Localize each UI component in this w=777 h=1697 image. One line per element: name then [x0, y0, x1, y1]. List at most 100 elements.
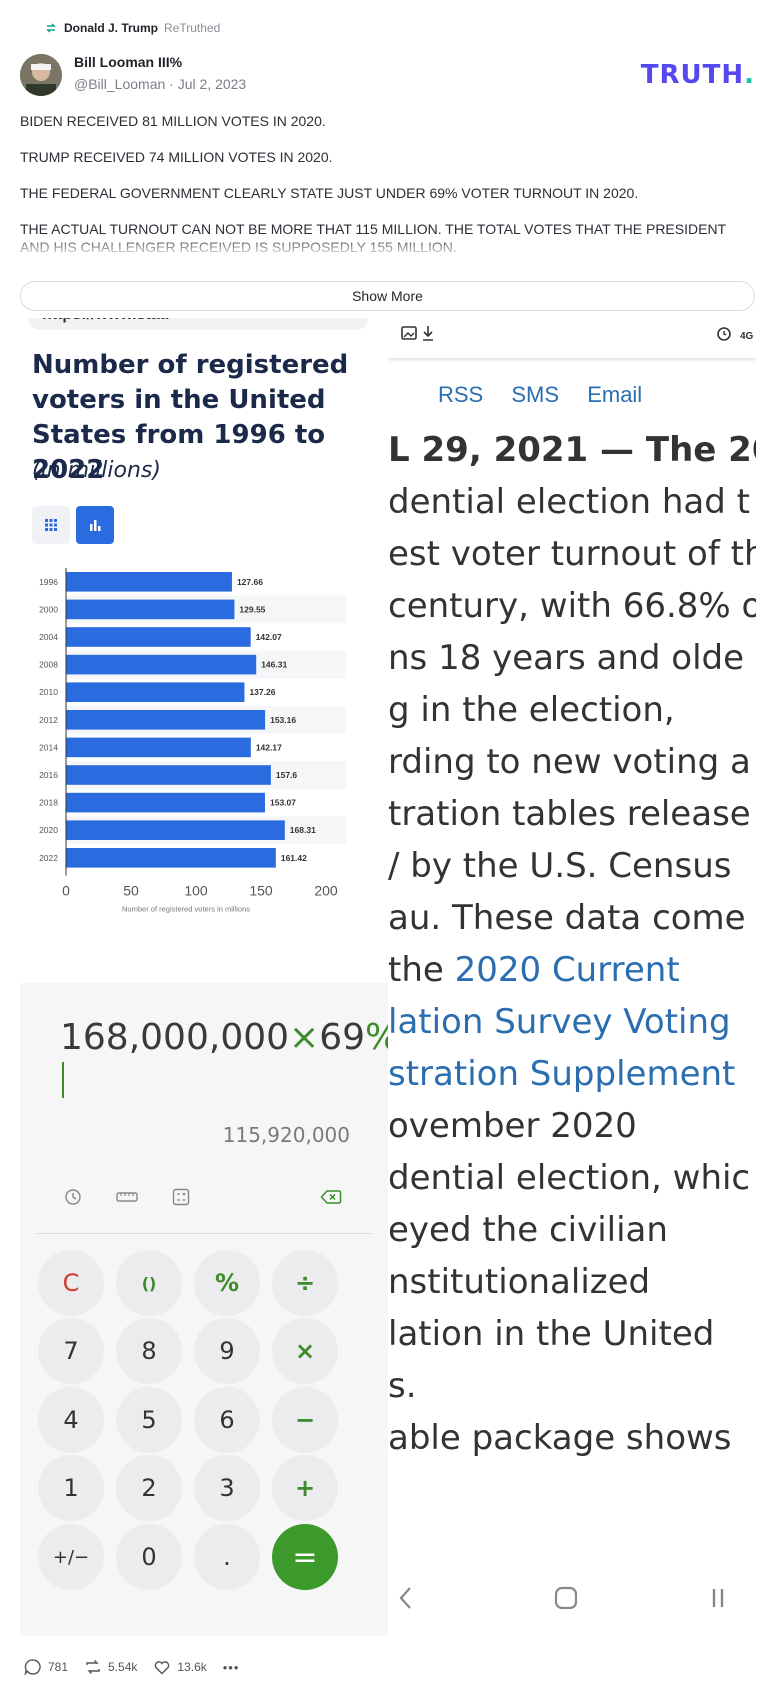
heart-icon [155, 1661, 170, 1675]
reply-count: 781 [48, 1660, 69, 1674]
left-screenshot: https://www.stati Number of registered v… [20, 318, 388, 1636]
chart-value-label: 168.31 [290, 825, 316, 835]
recents-icon [708, 1584, 728, 1619]
calc-key: 0 [116, 1524, 182, 1590]
article-line: eyed the civilian [388, 1210, 668, 1250]
more-options-button[interactable]: ••• [223, 1660, 240, 1675]
calc-expression: 168,000,000×69% [60, 1017, 388, 1099]
chart-category-label: 2012 [39, 715, 58, 725]
chart-category-label: 2000 [39, 604, 58, 614]
chart-bar [66, 599, 235, 620]
retruth-button[interactable]: 5.54k [84, 1658, 137, 1676]
article-line: dential election had t [388, 482, 750, 522]
post-actions: 781 5.54k 13.6k ••• [24, 1655, 255, 1679]
chart-title: Number of registered voters in the Unite… [32, 350, 349, 485]
chart-bar [66, 710, 266, 730]
chart-bar [66, 792, 265, 813]
calc-key: 3 [194, 1455, 260, 1521]
chart-value-label: 127.66 [237, 577, 263, 587]
sms-link: SMS [511, 382, 560, 407]
article-line: s. [388, 1366, 417, 1406]
chart-category-label: 2022 [39, 853, 58, 863]
post-line: THE FEDERAL GOVERNMENT CLEARLY STATE JUS… [20, 185, 639, 201]
calc-result: 115,920,000 [222, 1123, 350, 1147]
chart-tick-label: 50 [123, 883, 139, 899]
chart-category-label: 2018 [39, 798, 58, 808]
article-line: able package shows [388, 1418, 732, 1458]
chart-category-label: 2016 [39, 770, 58, 780]
share-links: RSS SMS Email [438, 382, 664, 408]
calc-key: 5 [116, 1387, 182, 1453]
right-screenshot: 4G RSS SMS Email L 29, 2021 — The 20 dent… [388, 318, 756, 1636]
author-handle[interactable]: @Bill_Looman [74, 76, 166, 92]
retruth-header: Donald J. Trump ReTruthed [44, 18, 220, 38]
chart-value-label: 153.07 [270, 798, 296, 808]
calc-key: − [272, 1387, 338, 1453]
retruth-user[interactable]: Donald J. Trump [64, 21, 159, 35]
chart-tick-label: 200 [314, 883, 338, 899]
chart-subtitle: (in millions) [32, 458, 161, 483]
reply-icon [24, 1659, 41, 1676]
calc-key: + [272, 1455, 338, 1521]
chart-value-label: 137.26 [249, 687, 275, 697]
meta-separator: · [169, 76, 178, 92]
chart-tick-label: 150 [249, 883, 273, 899]
author-meta: @Bill_Looman · Jul 2, 2023 [74, 76, 246, 92]
calc-key: 4 [38, 1387, 104, 1453]
article-line: rding to new voting a [388, 742, 751, 782]
backspace-icon [320, 1188, 342, 1211]
chart-bar [66, 737, 251, 758]
chart-bar [66, 820, 285, 840]
author-name[interactable]: Bill Looman III% [74, 54, 183, 70]
chart-category-label: 2020 [39, 825, 58, 835]
chart-value-label: 129.55 [239, 604, 265, 614]
chart-category-label: 2014 [39, 742, 58, 752]
post-body: BIDEN RECEIVED 81 MILLION VOTES IN 2020.… [20, 112, 755, 258]
history-icon [64, 1188, 82, 1211]
calc-key: % [194, 1250, 260, 1316]
reply-button[interactable]: 781 [24, 1658, 68, 1676]
email-link: Email [587, 382, 643, 407]
article-line: est voter turnout of th [388, 534, 756, 574]
svg-text:4G: 4G [740, 331, 754, 342]
article-line: ovember 2020 [388, 1106, 637, 1146]
calculator-screenshot: 168,000,000×69% 115,920,000 C()%÷789×456… [20, 983, 388, 1636]
chart-value-label: 157.6 [276, 770, 298, 780]
truth-logo: TRUTH. [640, 60, 755, 90]
calc-operand: 69 [319, 1017, 366, 1058]
article-line: tration tables release [388, 794, 751, 834]
chart-category-label: 1996 [39, 577, 58, 587]
calc-operand: 168,000,000 [60, 1017, 290, 1058]
post-line: BIDEN RECEIVED 81 MILLION VOTES IN 2020. [20, 113, 326, 129]
show-more-button[interactable]: Show More [20, 281, 755, 311]
chart-x-label: Number of registered voters in millions [122, 905, 250, 914]
calc-key: 1 [38, 1455, 104, 1521]
ruler-icon [116, 1188, 138, 1211]
article-line: the 2020 Current [388, 950, 680, 990]
chart-tick-label: 0 [62, 883, 70, 899]
calc-key: () [116, 1250, 182, 1316]
calc-operator: × [289, 1017, 320, 1058]
article-line: stration Supplement [388, 1054, 736, 1094]
article-line: ns 18 years and olde [388, 638, 745, 678]
chart-bar [66, 572, 232, 592]
post-date[interactable]: Jul 2, 2023 [177, 76, 247, 92]
chart-bar [66, 654, 257, 675]
avatar[interactable] [20, 54, 62, 96]
article-line: nstitutionalized [388, 1262, 651, 1302]
status-bar: 4G [388, 318, 756, 358]
calc-key: +/− [38, 1524, 104, 1590]
post-image[interactable]: https://www.stati Number of registered v… [20, 318, 756, 1636]
chart-value-label: 161.42 [281, 853, 307, 863]
article-line: century, with 66.8% o [388, 586, 756, 626]
like-button[interactable]: 13.6k [153, 1658, 207, 1676]
rss-link: RSS [438, 382, 484, 407]
chart-value-label: 142.07 [256, 632, 282, 642]
scientific-icon [172, 1188, 190, 1211]
calc-key: 8 [116, 1318, 182, 1384]
chart-bar [66, 682, 245, 702]
url-bar: https://www.stati [28, 318, 368, 330]
table-view-icon [32, 506, 70, 544]
like-count: 13.6k [177, 1660, 207, 1674]
